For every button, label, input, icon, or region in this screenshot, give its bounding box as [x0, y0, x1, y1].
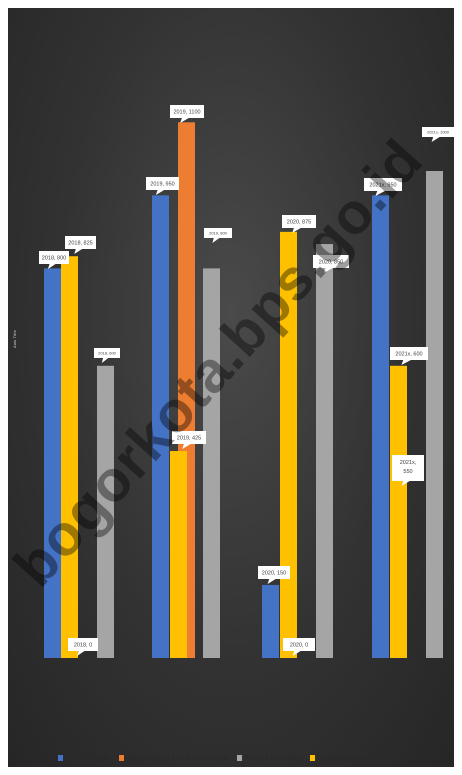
legend-label: Kencur/East Indian Galangal	[125, 753, 228, 762]
legend-item: Kunyit/Turmeric	[237, 753, 300, 762]
data-label: 2019, 425	[172, 431, 206, 449]
svg-text:2018, 600: 2018, 600	[98, 350, 117, 355]
bar-2019-laos	[170, 451, 187, 658]
svg-text:2021x, 600: 2021x, 600	[395, 351, 422, 357]
data-label: 2019, 950	[146, 177, 179, 195]
legend-item: Kencur/East Indian Galangal	[118, 753, 228, 762]
legend-label: Kunyit/Turmeric	[244, 753, 301, 762]
data-label: 2020, 850	[313, 255, 349, 273]
bar-2020-laos	[280, 231, 297, 658]
svg-text:2020, 150: 2020, 150	[262, 570, 286, 576]
y-axis-title: Axis Title	[12, 329, 17, 348]
bar-2018-laos	[61, 256, 78, 658]
data-label: 2020, 875	[282, 215, 316, 233]
data-label: 2021x, 600	[390, 347, 428, 365]
svg-text:2018, 0: 2018, 0	[74, 642, 92, 648]
svg-text:2018, 825: 2018, 825	[68, 240, 92, 246]
data-label: 2019, 1100	[170, 105, 204, 123]
bar-2020-jahe	[262, 584, 279, 658]
bar-2021x-jahe	[372, 195, 389, 658]
svg-text:2018, 800: 2018, 800	[42, 255, 66, 261]
svg-text:550: 550	[403, 469, 412, 475]
data-label: 2021x, 550	[392, 455, 424, 486]
data-label: 2018, 0	[68, 638, 98, 656]
data-label: 2018, 800	[39, 251, 69, 269]
legend-label: Laos/Lengkuas/Galanga	[317, 753, 404, 762]
legend-item: Jahe/Ginger	[58, 753, 109, 762]
legend-swatch	[237, 754, 243, 761]
data-label: 2021x, 1000	[422, 127, 454, 142]
bar-chart: 2018, 800 2018, 825 2018, 600 2018, 0 2019, …	[39, 105, 454, 659]
svg-text:2021x, 950: 2021x, 950	[369, 182, 396, 188]
legend-swatch	[118, 754, 124, 761]
svg-text:2020, 0: 2020, 0	[290, 642, 308, 648]
bar-2018-jahe	[44, 268, 61, 658]
bar-2019-kunyit	[203, 268, 220, 658]
data-label: 2020, 150	[258, 566, 290, 584]
svg-text:2019, 1100: 2019, 1100	[173, 109, 200, 115]
data-label: 2019, 800	[204, 228, 232, 243]
svg-text:2021x,: 2021x,	[400, 460, 417, 466]
bar-2018-kunyit	[97, 365, 114, 658]
bar-2021x-laos	[390, 365, 407, 658]
bar-2020-kunyit	[316, 244, 333, 659]
bar-2019-jahe	[152, 195, 169, 658]
bar-2021x-kunyit	[426, 171, 443, 658]
data-label: 2021x, 950	[364, 178, 402, 196]
chart-area: 2018, 800 2018, 825 2018, 600 2018, 0 2019, …	[8, 8, 454, 767]
svg-text:2019, 425: 2019, 425	[177, 435, 201, 441]
legend: Jahe/Ginger Kencur/East Indian Galangal Ku…	[0, 753, 462, 762]
data-label: 2020, 0	[283, 638, 315, 656]
svg-text:2021x, 1000: 2021x, 1000	[427, 129, 450, 134]
data-label: 2018, 825	[65, 236, 96, 254]
svg-text:2019, 950: 2019, 950	[150, 181, 174, 187]
svg-text:2020, 850: 2020, 850	[319, 259, 343, 265]
legend-item: Laos/Lengkuas/Galanga	[310, 753, 404, 762]
legend-swatch	[310, 754, 316, 761]
svg-text:2019, 800: 2019, 800	[209, 230, 228, 235]
legend-swatch	[58, 754, 64, 761]
legend-label: Jahe/Ginger	[65, 753, 109, 762]
data-label: 2018, 600	[94, 348, 120, 363]
svg-text:2020, 875: 2020, 875	[287, 219, 311, 225]
